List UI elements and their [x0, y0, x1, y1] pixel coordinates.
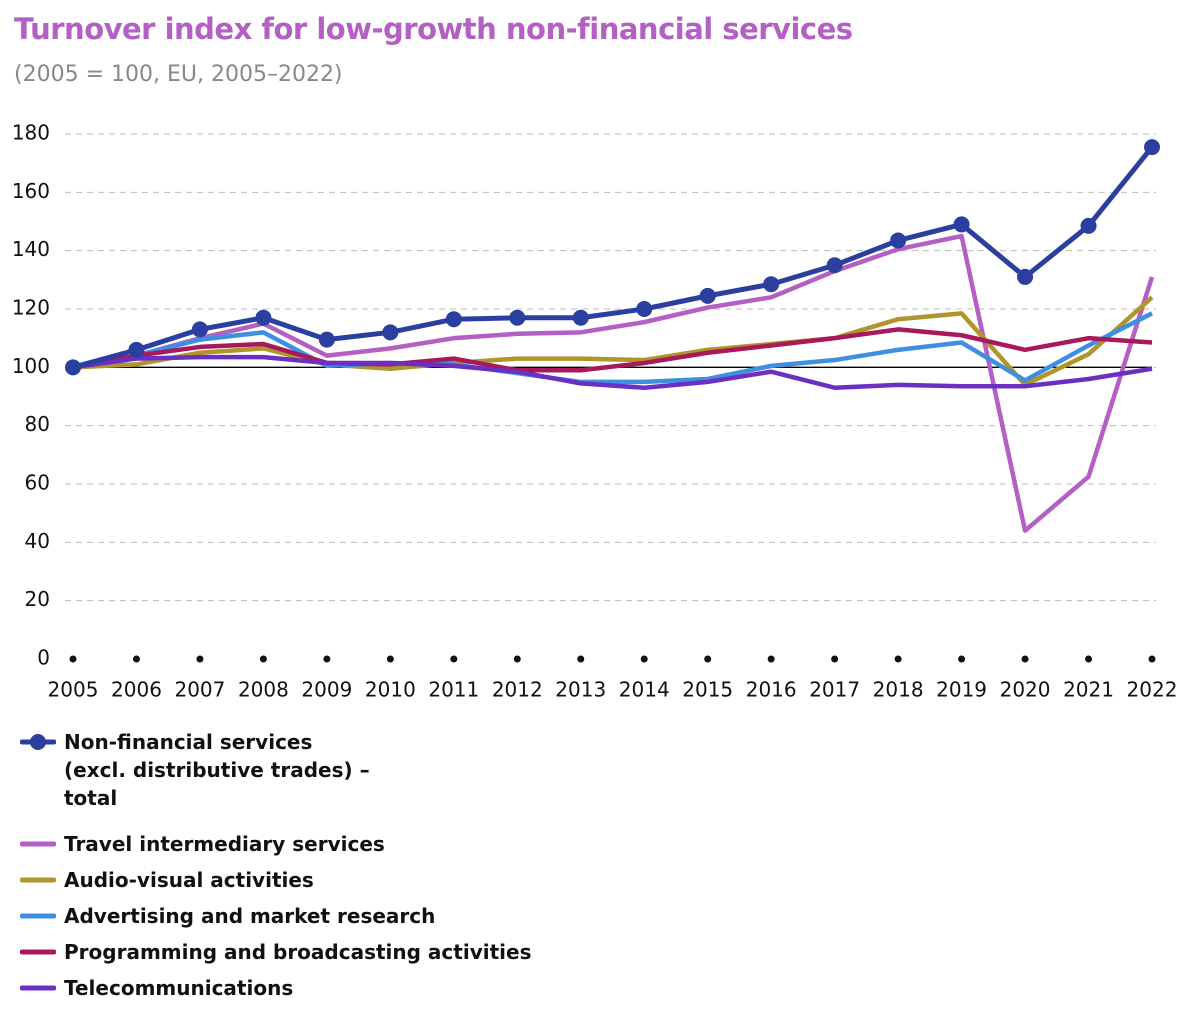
series-marker [65, 359, 81, 376]
x-tick-dot [767, 655, 775, 663]
y-tick-label: 80 [25, 412, 50, 436]
series-marker [763, 276, 780, 293]
legend-swatch [20, 985, 56, 991]
x-tick-label: 2020 [1000, 678, 1051, 702]
y-tick-label: 160 [12, 179, 50, 203]
series-line [72, 233, 1155, 533]
legend-item: Advertising and market research [20, 902, 531, 930]
chart: 0 20 40 60 80 100 120 140 160 180 2005 2006 2007 2008… [12, 121, 1178, 702]
x-tick-label: 2008 [238, 678, 289, 702]
x-tick-label: 2012 [492, 678, 543, 702]
y-tick-label: 100 [12, 354, 50, 378]
x-tick-dot [577, 655, 585, 663]
x-tick-dot [513, 655, 521, 663]
x-tick-label: 2014 [619, 678, 670, 702]
x-tick-dot [323, 655, 331, 663]
series-marker [191, 321, 208, 338]
series-marker [255, 309, 272, 326]
x-tick-label: 2010 [365, 678, 416, 702]
legend-label: Non-financial services (excl. distributi… [64, 730, 370, 810]
x-tick-label: 2016 [746, 678, 797, 702]
legend-item: Audio-visual activities [20, 866, 531, 894]
x-tick-dot [1148, 655, 1156, 663]
series-marker [699, 287, 716, 304]
x-tick-dot [1085, 655, 1093, 663]
series-marker [318, 331, 335, 348]
series-marker [572, 309, 589, 326]
legend-swatch [20, 913, 56, 919]
legend-swatch [20, 734, 56, 750]
x-tick-label: 2011 [428, 678, 479, 702]
x-tick-dot [1021, 655, 1029, 663]
x-tick-label: 2015 [682, 678, 733, 702]
series-marker [636, 301, 653, 317]
x-tick-label: 2009 [301, 678, 352, 702]
x-tick-label: 2006 [111, 678, 162, 702]
x-tick-dot [958, 655, 966, 663]
legend-label: Travel intermediary services [64, 832, 385, 856]
series-line [72, 311, 1154, 385]
x-tick-dot [450, 655, 458, 663]
x-tick-dot [640, 655, 648, 663]
series-marker [128, 341, 145, 358]
y-tick-label: 20 [25, 587, 50, 611]
legend-label: Advertising and market research [64, 904, 436, 928]
series-marker [1017, 268, 1034, 285]
y-tick-label: 0 [37, 646, 50, 670]
legend-item: Non-financial services (excl. distributi… [20, 728, 531, 812]
legend-label: Audio-visual activities [64, 868, 314, 892]
series-marker [1144, 139, 1160, 156]
series-marker [953, 216, 970, 233]
x-tick-label: 2005 [48, 678, 99, 702]
x-tick-label: 2013 [555, 678, 606, 702]
legend-item: Telecommunications [20, 974, 531, 1002]
series-line [72, 354, 1153, 390]
series-marker [1080, 217, 1097, 234]
series-marker [826, 257, 843, 274]
x-tick-label: 2018 [873, 678, 924, 702]
legend-item: Travel intermediary services [20, 830, 531, 858]
series-marker [509, 309, 526, 326]
y-tick-label: 180 [12, 121, 50, 145]
y-tick-label: 120 [12, 296, 50, 320]
legend-item: Programming and broadcasting activities [20, 938, 531, 966]
y-tick-label: 60 [25, 471, 50, 495]
x-tick-dot [259, 655, 267, 663]
series-marker [445, 311, 462, 328]
chart-subtitle: (2005 = 100, EU, 2005–2022) [14, 62, 343, 87]
x-tick-label: 2017 [809, 678, 860, 702]
series-line [72, 327, 1153, 373]
series-marker [890, 232, 907, 249]
legend-swatch [20, 949, 56, 955]
series-line [72, 145, 1154, 370]
series-marker [382, 324, 399, 341]
x-tick-label: 2021 [1063, 678, 1114, 702]
x-tick-label: 2019 [936, 678, 987, 702]
x-tick-label: 2007 [174, 678, 225, 702]
x-tick-dot [894, 655, 902, 663]
x-tick-label: 2022 [1127, 678, 1178, 702]
y-tick-label: 140 [12, 237, 50, 261]
legend-marker [30, 734, 46, 750]
series-line [72, 295, 1154, 388]
legend-swatch [20, 877, 56, 883]
x-tick-dot [132, 655, 140, 663]
legend-label: Telecommunications [64, 976, 294, 1000]
chart-title: Turnover index for low-growth non-financ… [14, 12, 853, 46]
x-tick-dot [831, 655, 839, 663]
y-tick-label: 40 [25, 529, 50, 553]
legend-swatch [20, 841, 56, 847]
legend-label: Programming and broadcasting activities [64, 940, 532, 964]
x-tick-dot [386, 655, 394, 663]
x-tick-dot [196, 655, 204, 663]
x-tick-dot [69, 655, 77, 663]
legend: Non-financial services (excl. distributi… [20, 728, 531, 1010]
x-tick-dot [704, 655, 712, 663]
